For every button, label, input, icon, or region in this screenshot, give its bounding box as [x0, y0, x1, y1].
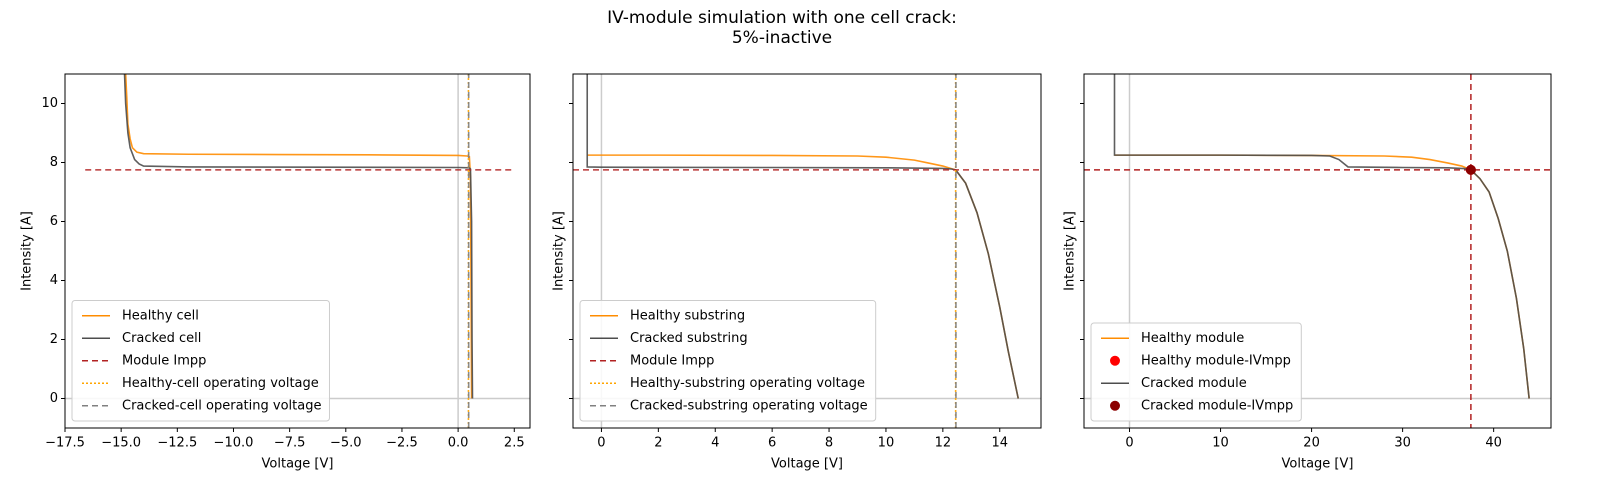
legend-label: Healthy module-IVmpp	[1141, 353, 1291, 368]
legend-box	[579, 300, 877, 422]
x-axis-label: Voltage [V]	[771, 457, 843, 472]
y-axis-label: Intensity [A]	[1063, 211, 1078, 291]
x-tick-label: 6	[768, 436, 776, 451]
x-tick-label: −17.5	[45, 436, 85, 451]
data-point	[1465, 164, 1476, 175]
legend-label: Healthy cell	[122, 308, 199, 323]
legend-marker	[1110, 400, 1120, 411]
legend-label: Healthy substring	[630, 308, 745, 323]
legend: Healthy substring Cracked substring Module…	[579, 300, 877, 422]
data-line	[123, 74, 474, 399]
data-line	[124, 74, 473, 399]
axes-frame	[572, 73, 1042, 429]
legend-label: Cracked module	[1141, 376, 1247, 391]
x-tick-label: 4	[711, 436, 719, 451]
figure-title: IV-module simulation with one cell crack…	[607, 8, 957, 48]
x-tick-label: 14	[991, 436, 1008, 451]
y-tick-label: 8	[50, 155, 58, 170]
legend-label: Module Impp	[630, 353, 714, 368]
x-tick-label: 10	[878, 436, 895, 451]
plot-area	[65, 74, 530, 428]
legend: Healthy module Healthy module-IVmpp Cracke…	[1090, 322, 1302, 422]
x-tick-label: 0	[597, 436, 605, 451]
plot-area	[573, 74, 1041, 428]
x-axis-label: Voltage [V]	[1282, 457, 1354, 472]
legend-label: Healthy-cell operating voltage	[122, 376, 319, 391]
x-tick-label: −15.0	[101, 436, 141, 451]
legend-box	[1090, 322, 1302, 422]
x-tick-label: −5.0	[330, 436, 362, 451]
x-tick-label: −2.5	[386, 436, 418, 451]
legend-label: Cracked-substring operating voltage	[630, 398, 868, 413]
legend-label: Cracked cell	[122, 331, 201, 346]
y-tick-label: 6	[50, 214, 58, 229]
axes-frame	[64, 73, 531, 429]
legend-box	[71, 300, 330, 422]
legend-label: Healthy module	[1141, 331, 1244, 346]
x-tick-label: 20	[1303, 436, 1320, 451]
y-tick-label: 10	[41, 96, 58, 111]
x-tick-label: 12	[935, 436, 952, 451]
legend-label: Cracked-cell operating voltage	[122, 398, 321, 413]
x-tick-label: 2	[654, 436, 662, 451]
x-axis-label: Voltage [V]	[262, 457, 334, 472]
x-tick-label: 8	[825, 436, 833, 451]
legend-label: Cracked substring	[630, 331, 748, 346]
legend-marker	[1110, 355, 1120, 366]
x-tick-label: −12.5	[157, 436, 197, 451]
y-tick-label: 2	[50, 332, 58, 347]
legend: Healthy cell Cracked cell Module Impp Healt…	[71, 300, 330, 422]
x-tick-label: 10	[1212, 436, 1229, 451]
axes-frame	[1083, 73, 1552, 429]
x-tick-label: 2.5	[504, 436, 525, 451]
y-axis-label: Intensity [A]	[552, 211, 567, 291]
x-tick-label: 0	[1125, 436, 1133, 451]
x-tick-label: 0.0	[448, 436, 469, 451]
x-tick-label: 30	[1394, 436, 1411, 451]
x-tick-label: 40	[1485, 436, 1502, 451]
data-line	[1113, 74, 1530, 399]
legend-label: Cracked module-IVmpp	[1141, 398, 1293, 413]
x-tick-label: −7.5	[274, 436, 306, 451]
y-tick-label: 4	[50, 273, 58, 288]
x-tick-label: −10.0	[214, 436, 254, 451]
y-axis-label: Intensity [A]	[20, 211, 35, 291]
legend-label: Healthy-substring operating voltage	[630, 376, 865, 391]
y-tick-label: 0	[50, 391, 58, 406]
legend-label: Module Impp	[122, 353, 206, 368]
